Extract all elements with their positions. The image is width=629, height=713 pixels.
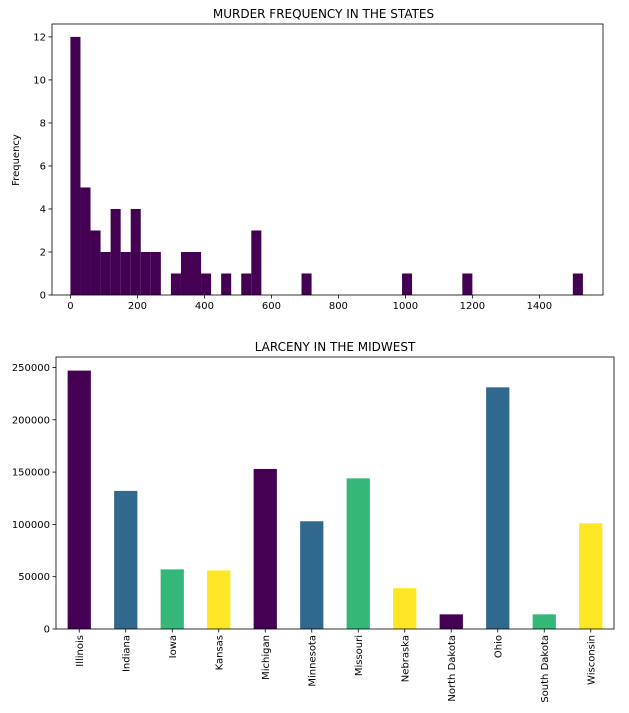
hist-x-tick-label: 1000 [393, 301, 418, 312]
bar-ohio [486, 387, 510, 629]
bar-x-tick-label: Wisconsin [586, 635, 597, 685]
bar-wisconsin [579, 523, 603, 629]
bar-x-tick-label: Nebraska [400, 635, 411, 682]
bar-x-tick-label: Indiana [121, 635, 132, 672]
hist-bar [150, 251, 161, 295]
bar-y-tick-label: 50000 [18, 572, 50, 583]
hist-y-ticks: 0 2 4 6 8 10 12 [33, 32, 52, 302]
hist-y-tick-label: 12 [33, 32, 46, 43]
bar-x-tick-label: North Dakota [447, 635, 458, 702]
hist-bar [572, 273, 583, 295]
bar-x-tick-label: Ohio [493, 635, 504, 658]
murder-histogram: MURDER FREQUENCY IN THE STATES Frequency… [11, 7, 604, 312]
hist-bar [70, 36, 81, 296]
bar-x-tick-label: Illinois [75, 635, 86, 667]
bar-bars [67, 370, 603, 629]
hist-bar [301, 273, 312, 295]
hist-bar [110, 208, 121, 295]
hist-x-tick-label: 600 [262, 301, 281, 312]
bar-missouri [346, 478, 370, 629]
hist-bar [402, 273, 413, 295]
bar-x-tick-label: Iowa [168, 635, 179, 658]
hist-x-tick-label: 1400 [527, 301, 552, 312]
hist-bar [140, 251, 151, 295]
bar-kansas [207, 570, 231, 629]
hist-y-tick-label: 10 [33, 75, 46, 86]
bar-title: LARCENY IN THE MIDWEST [255, 340, 416, 354]
hist-bar [201, 273, 212, 295]
bar-x-ticks: Illinois Indiana Iowa Kansas Michigan Minneso… [75, 629, 597, 703]
bar-y-tick-label: 0 [44, 625, 50, 636]
bar-x-tick-label: Kansas [214, 635, 225, 670]
bar-minnesota [300, 521, 324, 629]
hist-bar [221, 273, 232, 295]
larceny-bar-chart: LARCENY IN THE MIDWEST Illinois Indiana Io… [12, 340, 615, 703]
hist-x-tick-label: 200 [128, 301, 147, 312]
bar-iowa [160, 569, 184, 629]
hist-y-tick-label: 0 [40, 291, 46, 302]
bar-y-tick-label: 100000 [12, 520, 50, 531]
bar-nebraska [393, 588, 417, 629]
hist-bar [462, 273, 473, 295]
hist-x-tick-label: 1200 [460, 301, 485, 312]
bar-x-tick-label: South Dakota [540, 635, 551, 703]
bar-x-tick-label: Missouri [354, 635, 365, 676]
hist-y-tick-label: 4 [40, 204, 46, 215]
hist-y-tick-label: 8 [40, 118, 46, 129]
bar-y-tick-label: 250000 [12, 363, 50, 374]
hist-bar [180, 251, 192, 295]
hist-ylabel: Frequency [11, 134, 22, 186]
bar-x-tick-label: Minnesota [307, 635, 318, 687]
bar-indiana [114, 490, 138, 629]
hist-bar [130, 208, 141, 295]
bar-x-tick-label: Michigan [261, 635, 272, 680]
hist-title: MURDER FREQUENCY IN THE STATES [213, 7, 434, 21]
bar-south-dakota [532, 614, 556, 629]
hist-frame [51, 23, 604, 296]
bar-michigan [253, 468, 277, 629]
hist-y-tick-label: 2 [40, 247, 46, 258]
bar-frame [55, 356, 615, 630]
hist-bar [80, 187, 91, 295]
hist-bar [191, 251, 202, 295]
hist-bar [120, 251, 131, 295]
hist-bar [241, 273, 252, 295]
hist-x-tick-label: 0 [67, 301, 73, 312]
hist-bar [251, 230, 262, 295]
hist-bar [90, 230, 101, 295]
hist-x-tick-label: 800 [329, 301, 348, 312]
bar-north-dakota [439, 614, 463, 629]
bar-y-tick-label: 150000 [12, 468, 50, 479]
hist-bar [100, 251, 111, 295]
hist-bars [70, 36, 583, 296]
bar-y-ticks: 0 50000 100000 150000 200000 250000 [12, 363, 56, 636]
hist-bar [170, 273, 181, 295]
hist-x-ticks: 0 200 400 600 800 1000 1200 1400 [67, 295, 552, 312]
hist-x-tick-label: 400 [195, 301, 214, 312]
bar-y-tick-label: 200000 [12, 415, 50, 426]
hist-y-tick-label: 6 [40, 161, 46, 172]
bar-illinois [67, 370, 91, 629]
